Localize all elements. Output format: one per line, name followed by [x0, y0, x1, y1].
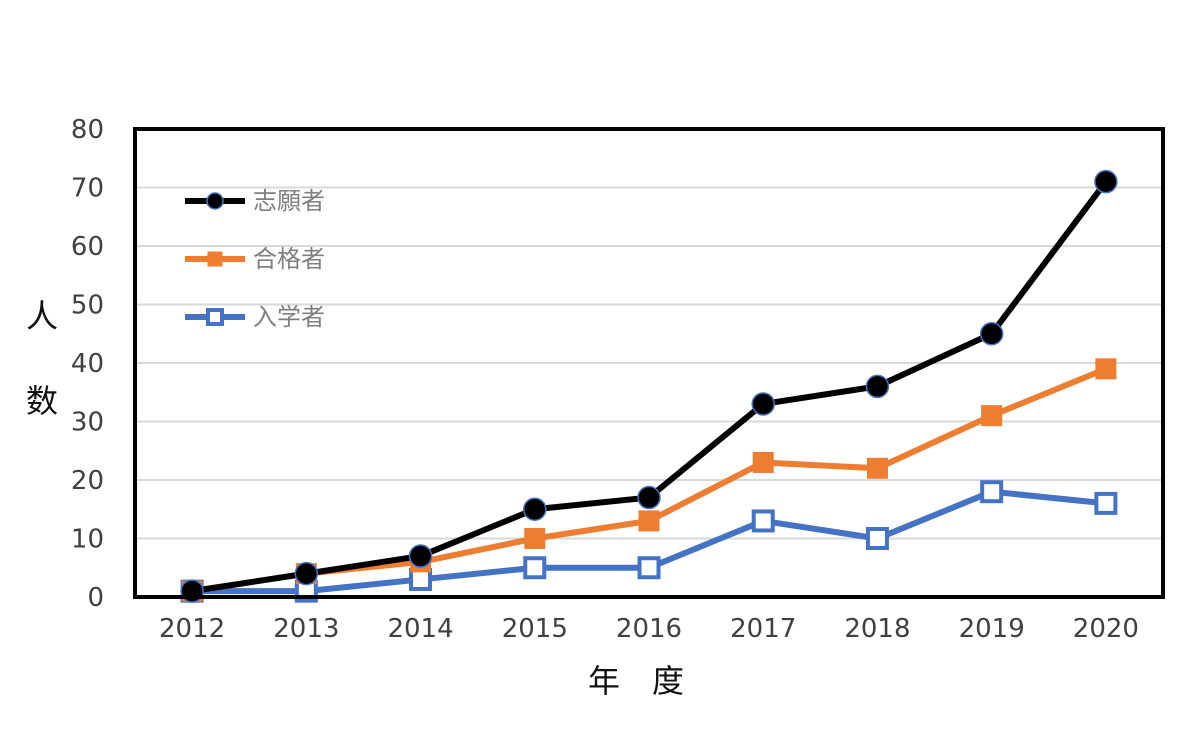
legend-marker [206, 308, 224, 326]
x-axis-title: 年 度 [588, 662, 684, 700]
legend-label: 志願者 [253, 187, 325, 215]
data-point [637, 556, 661, 580]
data-point [409, 567, 433, 591]
y-tick-label: 80 [71, 115, 104, 145]
data-point [523, 556, 547, 580]
data-point [1095, 358, 1117, 380]
y-tick-label: 40 [71, 349, 104, 379]
legend-label: 合格者 [253, 245, 325, 273]
data-point [980, 480, 1004, 504]
y-axis-title-char-1: 人 [26, 297, 58, 335]
data-point [981, 405, 1003, 427]
y-axis-title-char-2: 数 [26, 382, 58, 420]
legend-marker [206, 192, 224, 210]
x-tick-label: 2020 [1073, 614, 1139, 644]
y-tick-label: 20 [71, 466, 104, 496]
legend-item-3: 入学者 [185, 303, 325, 331]
data-point [638, 510, 660, 532]
x-tick-label: 2019 [959, 614, 1025, 644]
legend-item-1: 志願者 [185, 187, 325, 215]
data-point [751, 392, 775, 416]
data-point [865, 527, 889, 550]
legend-item-2: 合格者 [185, 245, 325, 273]
data-point [524, 528, 546, 549]
y-tick-label: 10 [71, 525, 104, 555]
y-tick-label: 0 [87, 583, 104, 613]
data-point [752, 451, 774, 473]
data-point [866, 457, 888, 479]
y-tick-label: 70 [71, 174, 104, 204]
data-point [408, 544, 433, 568]
legend-marker [207, 251, 223, 267]
legend-label: 入学者 [253, 303, 325, 331]
y-tick-label: 30 [71, 408, 104, 438]
x-tick-label: 2012 [159, 614, 225, 644]
x-tick-label: 2014 [387, 614, 453, 644]
data-point [637, 485, 661, 510]
data-point [294, 561, 319, 586]
x-tick-labels: 2012 2013 2014 2015 2016 2017 2018 2019 2020 [159, 614, 1139, 644]
y-tick-label: 50 [71, 291, 104, 321]
plot-area-frame [133, 127, 1165, 599]
x-tick-label: 2018 [844, 614, 910, 644]
data-point [1094, 491, 1118, 515]
gridlines [135, 186, 1163, 540]
data-point [979, 322, 1004, 346]
data-point [523, 497, 547, 521]
x-tick-label: 2015 [502, 614, 568, 644]
data-point [1094, 169, 1118, 194]
x-tick-label: 2013 [273, 614, 339, 644]
series-1 [180, 169, 1118, 603]
data-point [865, 374, 890, 399]
y-tick-label: 60 [71, 232, 104, 262]
x-tick-label: 2016 [616, 614, 682, 644]
y-tick-labels: 0 10 20 30 40 50 60 70 80 [71, 115, 104, 613]
data-point [751, 509, 775, 533]
x-tick-label: 2017 [730, 614, 796, 644]
series-group [180, 169, 1118, 603]
